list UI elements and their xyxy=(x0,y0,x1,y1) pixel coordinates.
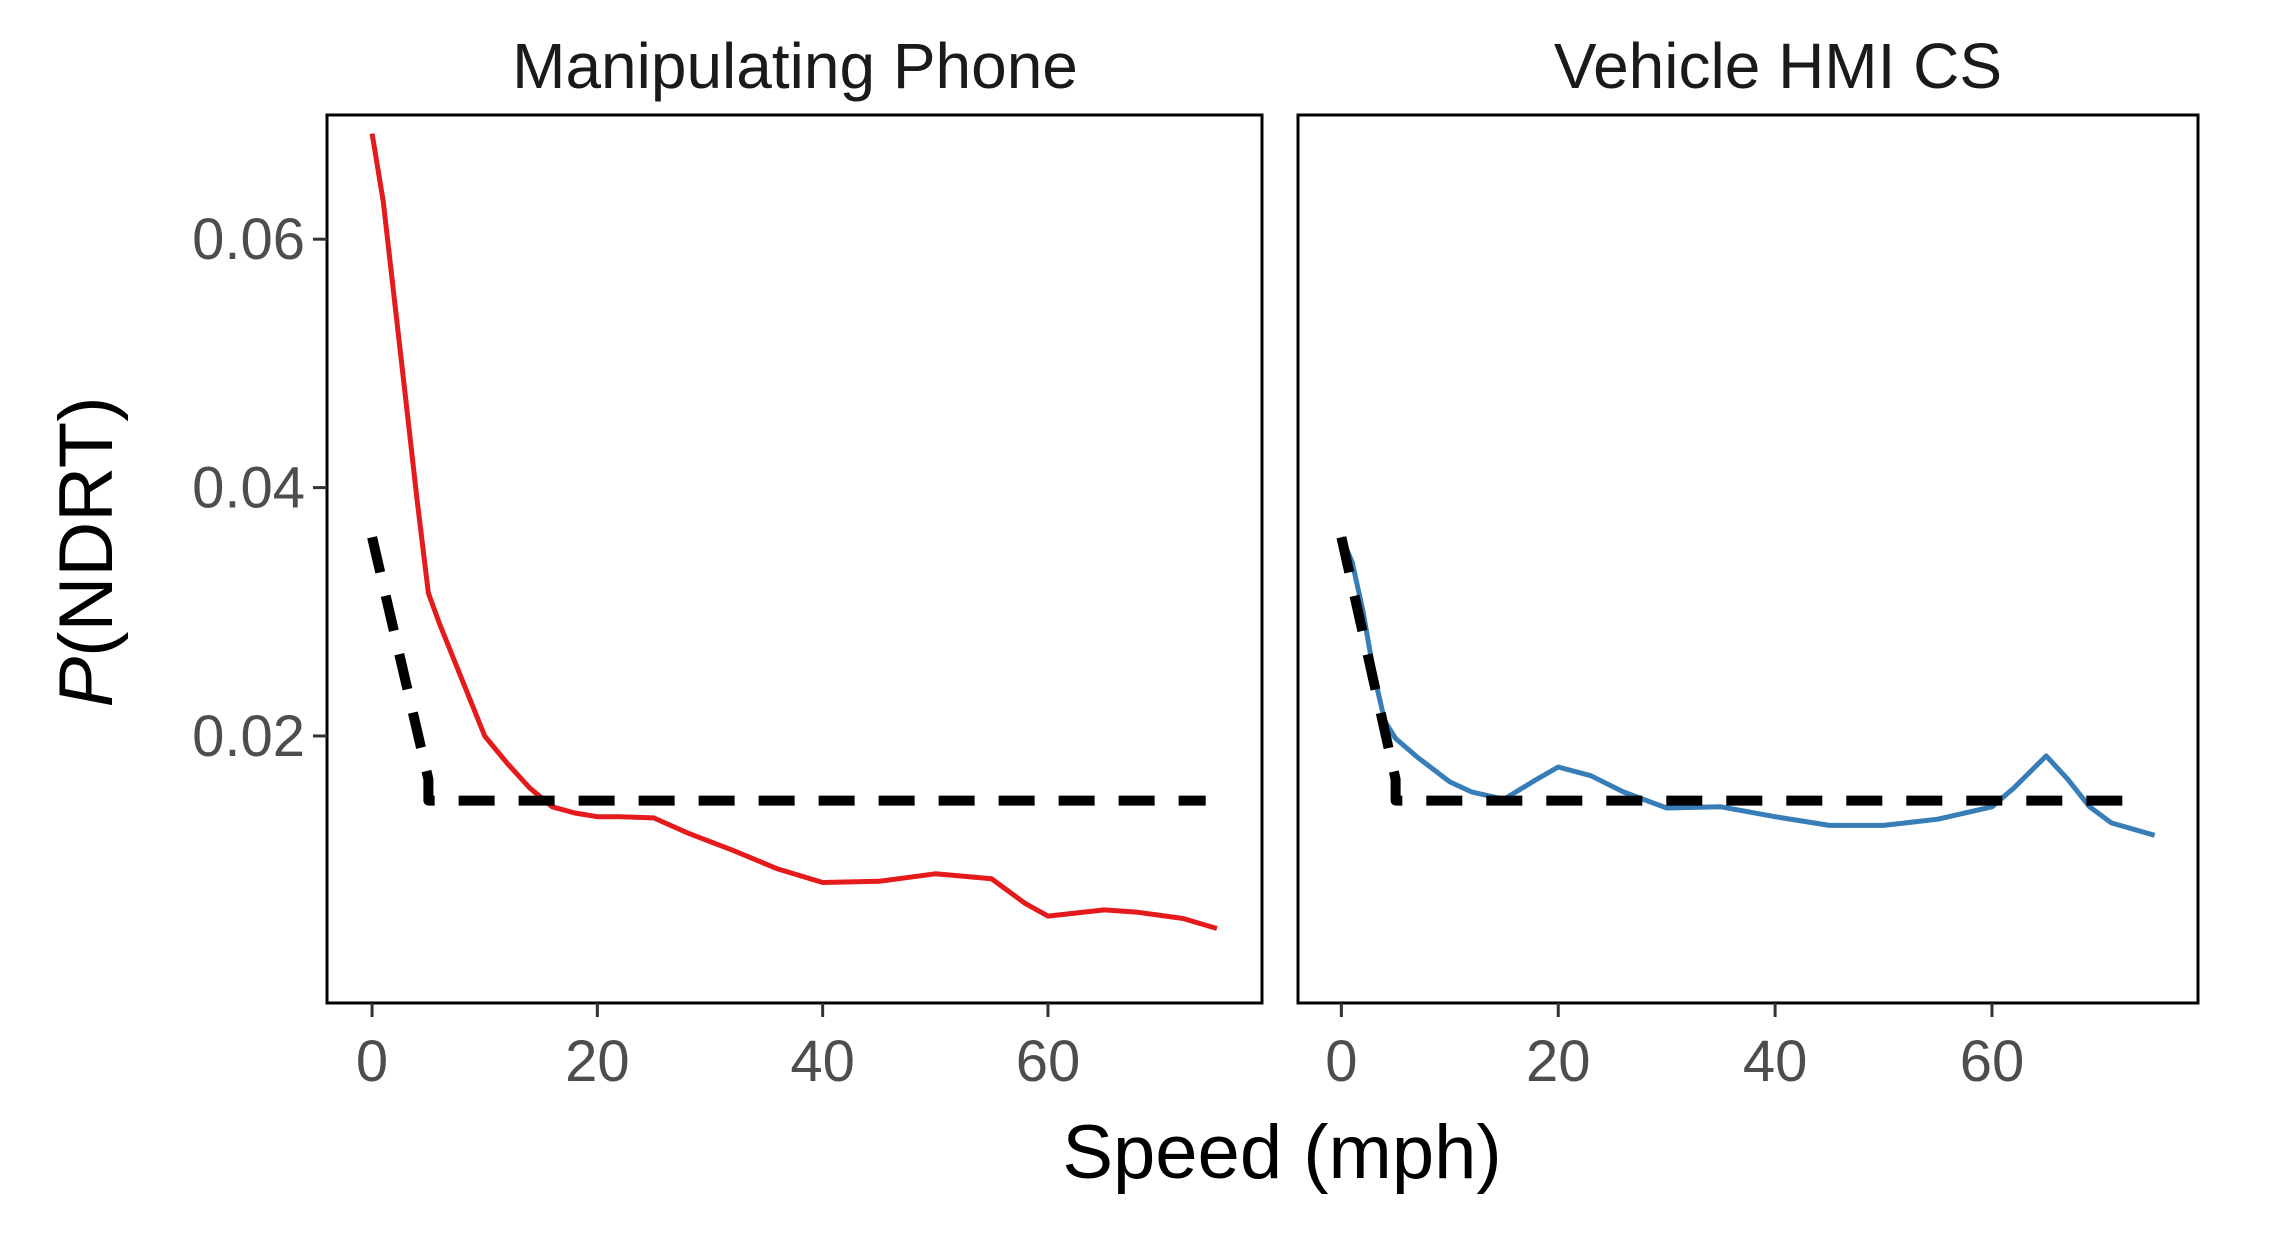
x-tick-label: 20 xyxy=(1526,1029,1591,1094)
panel-title: Manipulating Phone xyxy=(512,30,1078,102)
x-tick-label: 0 xyxy=(1325,1029,1357,1094)
y-axis-title-italic: P xyxy=(44,657,129,708)
panel-title: Vehicle HMI CS xyxy=(1554,30,2002,102)
series-line-reference xyxy=(367,536,1206,806)
x-axis-title: Speed (mph) xyxy=(1062,1110,1501,1195)
panel-manipulating-phone: Manipulating Phone 0 20 40 60 0.02 0.04 0.06 xyxy=(192,30,1264,1094)
x-tick-label: 20 xyxy=(565,1029,630,1094)
y-axis-title: P(NDRT) xyxy=(44,396,129,707)
y-tick-label: 0.04 xyxy=(192,456,305,521)
panel-frame xyxy=(325,113,1264,1005)
series-line-reference xyxy=(1336,536,2144,806)
y-axis-title-rest: (NDRT) xyxy=(44,396,129,656)
y-tick-label: 0.06 xyxy=(192,207,305,272)
panel-vehicle-hmi-cs: Vehicle HMI CS 0 20 40 60 xyxy=(1296,30,2200,1094)
panel-frame xyxy=(1296,113,2200,1005)
x-tick-label: 40 xyxy=(1743,1029,1808,1094)
x-tick-label: 60 xyxy=(1960,1029,2025,1094)
y-tick-label: 0.02 xyxy=(192,704,305,769)
series-line-observed xyxy=(1339,536,2156,838)
x-tick-label: 40 xyxy=(790,1029,855,1094)
x-tick-label: 0 xyxy=(356,1029,388,1094)
x-tick-label: 60 xyxy=(1016,1029,1081,1094)
series-line-observed xyxy=(369,133,1218,931)
